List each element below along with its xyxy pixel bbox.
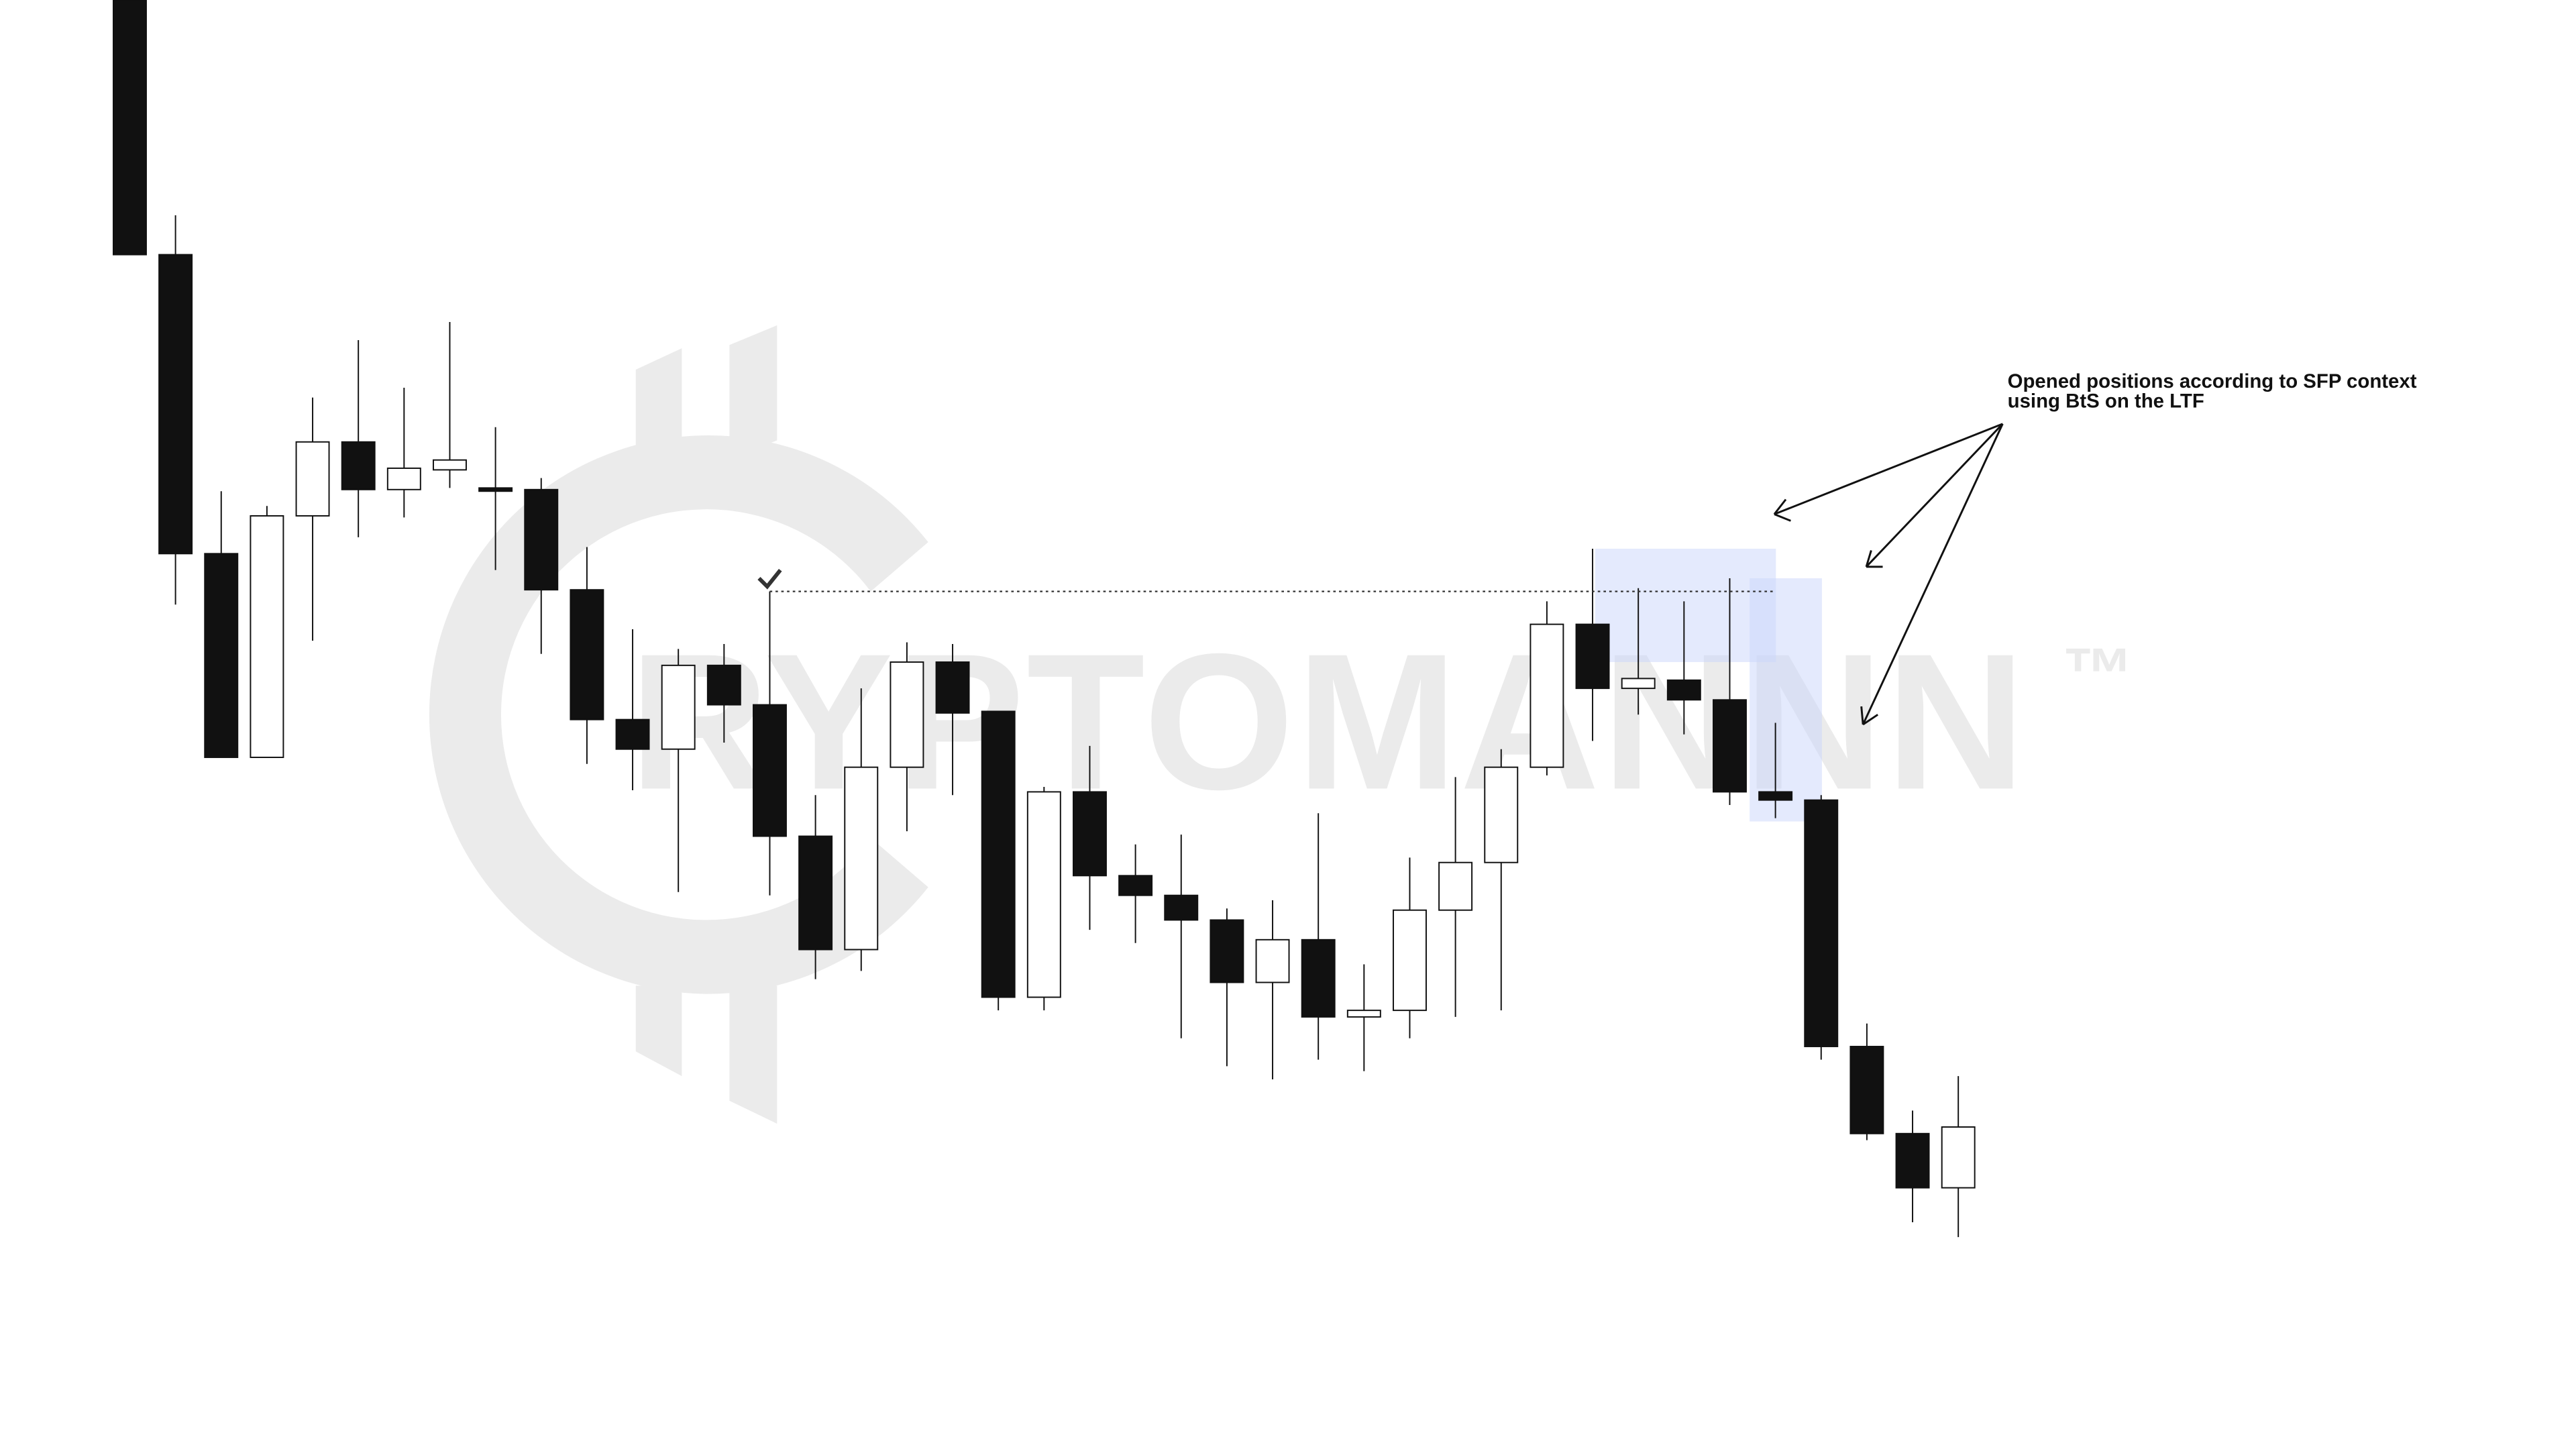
candle-body <box>295 441 330 517</box>
candle-body <box>1804 799 1839 1047</box>
candle-body <box>1118 875 1153 896</box>
candle-body <box>844 766 879 951</box>
annotation-text: using BtS on the LTF <box>2008 390 2204 412</box>
candle-body <box>204 553 239 758</box>
logo-bar-bottom <box>635 985 777 1124</box>
candle-body <box>1575 623 1610 690</box>
candle-body <box>386 467 421 490</box>
annotation-text: Opened positions according to SFP contex… <box>2008 370 2417 392</box>
candle-body <box>1484 766 1519 863</box>
candle-body <box>798 835 833 951</box>
candles <box>113 0 1976 1238</box>
candle-body <box>1164 894 1199 921</box>
arrow <box>1860 423 2004 726</box>
position-zone <box>1750 578 1822 822</box>
candle-body <box>981 710 1016 998</box>
position-zone <box>1595 548 1776 662</box>
candle-body <box>1895 1132 1930 1189</box>
candle-body <box>432 459 467 471</box>
candle-body <box>1392 909 1427 1012</box>
candle-body <box>570 589 604 720</box>
candle-body <box>706 664 741 706</box>
candle-body <box>1941 1126 1976 1189</box>
candle-body <box>250 515 284 758</box>
candle-body <box>1529 623 1564 768</box>
candle-body <box>1255 938 1290 983</box>
candle-body <box>1666 679 1701 701</box>
watermark-trademark: ™ <box>2061 633 2134 714</box>
candle-body <box>1026 791 1061 998</box>
candle-body <box>1346 1010 1381 1018</box>
candle-body <box>661 664 696 750</box>
candle-body <box>1301 938 1336 1018</box>
checkmark-icon <box>757 568 782 590</box>
candle-body <box>1073 791 1107 877</box>
candle-body <box>935 661 970 714</box>
candle-body <box>1210 919 1244 983</box>
candle-body <box>1849 1046 1884 1134</box>
candle-body <box>615 718 650 750</box>
arrow <box>1773 423 2003 522</box>
logo-bar-top <box>635 325 777 466</box>
candle-body <box>1621 678 1656 690</box>
annotation-arrows <box>1773 423 2004 726</box>
candle-body <box>890 661 924 768</box>
candle-body <box>158 254 193 555</box>
candle-body <box>1758 791 1793 801</box>
candle-body <box>341 441 376 490</box>
candle-body <box>752 704 787 837</box>
candle-body <box>478 487 513 492</box>
candle-body <box>1438 861 1473 911</box>
candle-body <box>524 488 559 591</box>
candle-body <box>113 0 147 256</box>
arrow <box>1865 423 2004 568</box>
candle-body <box>1713 699 1747 793</box>
